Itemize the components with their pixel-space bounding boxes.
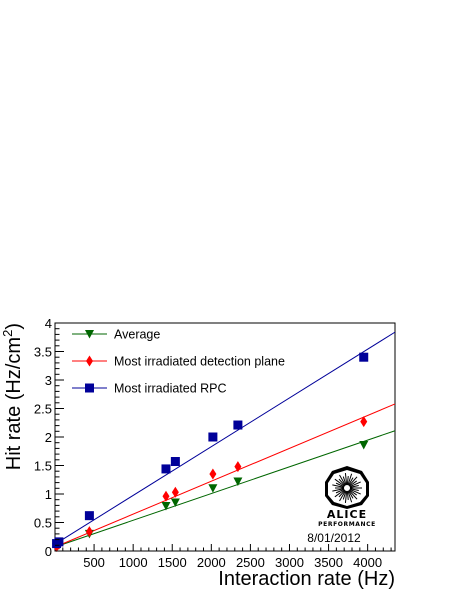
point-most-irradiated-rpc: [84, 511, 94, 521]
alice-logo-ray: [347, 490, 353, 503]
point-most-irradiated-detection-plane: [209, 468, 217, 480]
alice-logo-ray: [349, 480, 358, 487]
point-most-irradiated-detection-plane: [171, 486, 179, 498]
y-tick-label: 1.5: [34, 459, 52, 474]
alice-logo-ray: [348, 490, 354, 499]
point-most-irradiated-detection-plane: [85, 526, 93, 538]
point-most-irradiated-detection-plane: [234, 461, 242, 473]
x-tick-label: 4000: [353, 555, 382, 570]
alice-logo-ray: [349, 489, 358, 496]
x-axis-title: Interaction rate (Hz): [218, 568, 395, 590]
legend-marker-average: [85, 330, 94, 339]
alice-logo-ray: [332, 488, 345, 492]
fit-line-most-irradiated-rpc: [54, 331, 396, 545]
alice-logo-ray: [342, 490, 347, 500]
point-most-irradiated-rpc: [233, 420, 243, 430]
y-axis-title: Hit rate (Hz/cm2): [0, 323, 25, 470]
legend-marker-most-irradiated-rpc: [85, 383, 94, 393]
point-average: [208, 484, 218, 493]
y-axis-title-main: Hit rate (Hz/cm: [3, 337, 25, 470]
alice-logo-ray: [334, 478, 345, 487]
point-most-irradiated-detection-plane: [360, 416, 368, 428]
alice-logo: ALICE PERFORMANCE: [318, 466, 376, 528]
point-most-irradiated-rpc: [208, 432, 218, 442]
date-label: 8/01/2012: [307, 531, 361, 545]
point-most-irradiated-rpc: [161, 464, 171, 474]
y-axis-title-tail: ): [3, 323, 25, 330]
axis-ticks: 500 1000 1500 2000 2500 3000 3500 4000 0 0.5 1 1.5 2…: [34, 316, 392, 570]
alice-logo-ray: [346, 476, 349, 486]
alice-logo-ray: [332, 484, 345, 488]
alice-logo-subtitle: PERFORMANCE: [318, 521, 376, 528]
legend-label-most-irradiated-rpc: Most irradiated RPC: [114, 382, 227, 396]
fit-line-most-irradiated-detection-plane: [54, 403, 396, 548]
fit-line-average: [54, 430, 396, 548]
y-tick-label: 3.5: [34, 345, 52, 360]
alice-logo-ray: [349, 488, 361, 495]
alice-logo-ray: [342, 476, 347, 486]
y-tick-label: 0.5: [34, 516, 52, 531]
x-tick-label: 1500: [158, 555, 187, 570]
legend-marker-most-irradiated-detection-plane: [86, 355, 93, 367]
point-average: [359, 440, 369, 450]
point-most-irradiated-detection-plane: [162, 490, 170, 502]
alice-logo-ray: [339, 490, 346, 502]
alice-logo-ray: [339, 474, 346, 486]
alice-logo-ray: [334, 489, 345, 498]
alice-logo-ray: [338, 489, 346, 498]
x-tick-label: 3500: [314, 555, 343, 570]
y-tick-label: 2: [45, 430, 52, 445]
alice-logo-ray: [347, 473, 353, 486]
x-tick-label: 1000: [119, 555, 148, 570]
x-tick-label: 2000: [197, 555, 226, 570]
alice-logo-ray: [346, 490, 349, 500]
alice-logo-ray: [335, 482, 345, 488]
alice-logo-rays: [332, 473, 362, 503]
point-average: [170, 498, 180, 508]
alice-logo-ray: [349, 485, 359, 488]
legend: Average Most irradiated detection plane Mo…: [72, 328, 285, 396]
alice-logo-ray: [344, 473, 348, 486]
y-tick-label: 2.5: [34, 402, 52, 417]
point-average: [233, 477, 243, 486]
point-most-irradiated-rpc: [170, 457, 180, 467]
alice-logo-ray: [348, 476, 358, 487]
alice-logo-name: ALICE: [327, 508, 367, 521]
point-most-irradiated-rpc: [359, 352, 369, 362]
alice-logo-ray: [338, 478, 346, 487]
alice-logo-ray: [349, 488, 359, 491]
y-tick-label: 0: [45, 544, 52, 559]
alice-logo-ray: [349, 481, 361, 488]
fit-lines: [54, 331, 396, 548]
alice-logo-inner: [328, 470, 366, 506]
alice-logo-ray: [344, 490, 348, 503]
x-tick-label: 500: [83, 555, 105, 570]
y-axis-title-superscript: 2: [0, 330, 15, 337]
y-tick-label: 4: [45, 316, 52, 331]
x-tick-label: 3000: [275, 555, 304, 570]
alice-logo-ray: [335, 488, 345, 494]
point-most-irradiated-rpc: [54, 537, 64, 547]
alice-logo-ray: [348, 477, 354, 486]
point-average: [161, 501, 171, 511]
legend-label-most-irradiated-detection-plane: Most irradiated detection plane: [114, 355, 285, 369]
y-tick-label: 3: [45, 373, 52, 388]
y-tick-label: 1: [45, 487, 52, 502]
alice-logo-ray: [348, 489, 358, 500]
x-tick-label: 2500: [236, 555, 265, 570]
legend-label-average: Average: [114, 328, 160, 342]
